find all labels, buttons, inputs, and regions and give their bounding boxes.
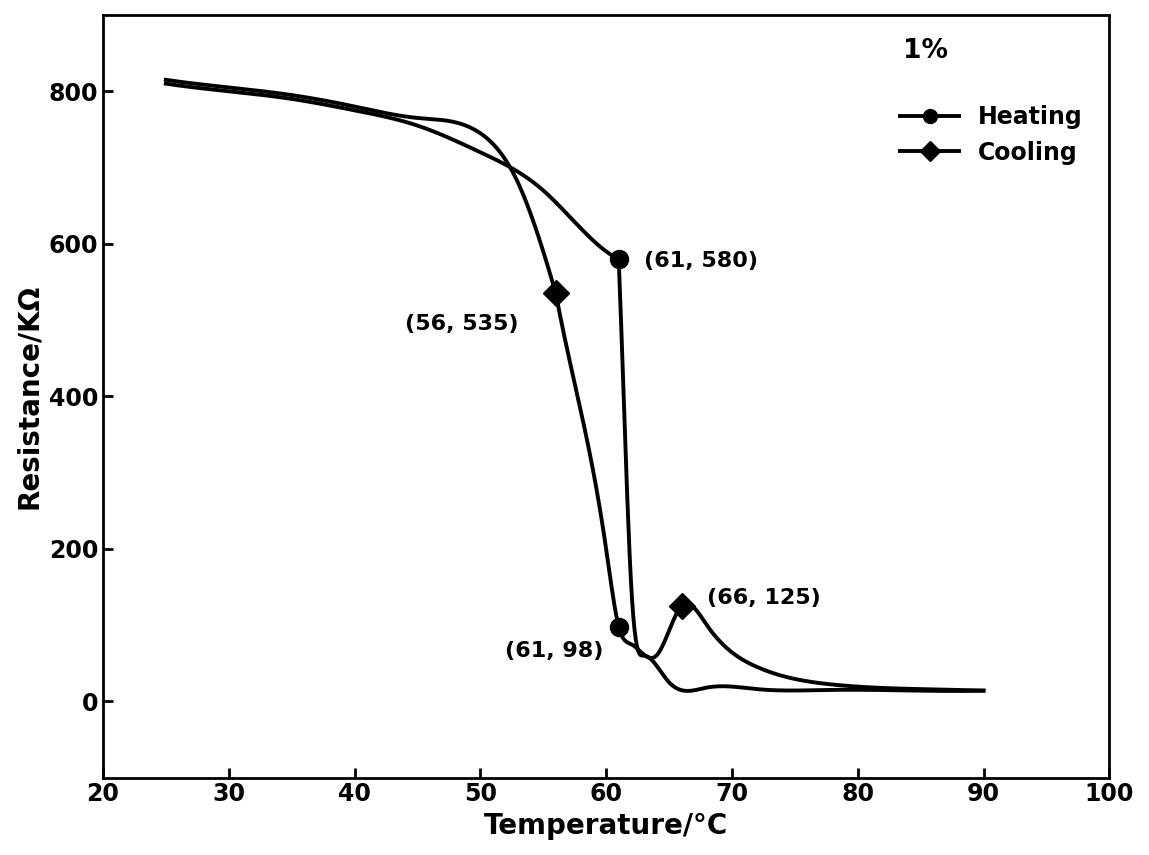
Text: (56, 535): (56, 535) xyxy=(404,314,518,334)
X-axis label: Temperature/°C: Temperature/°C xyxy=(484,812,728,840)
Text: 1%: 1% xyxy=(903,38,948,64)
Text: (61, 580): (61, 580) xyxy=(643,251,758,271)
Y-axis label: Resistance/KΩ: Resistance/KΩ xyxy=(15,284,43,509)
Text: (66, 125): (66, 125) xyxy=(707,587,820,608)
Legend: Heating, Cooling: Heating, Cooling xyxy=(890,96,1093,174)
Text: (61, 98): (61, 98) xyxy=(506,641,604,661)
